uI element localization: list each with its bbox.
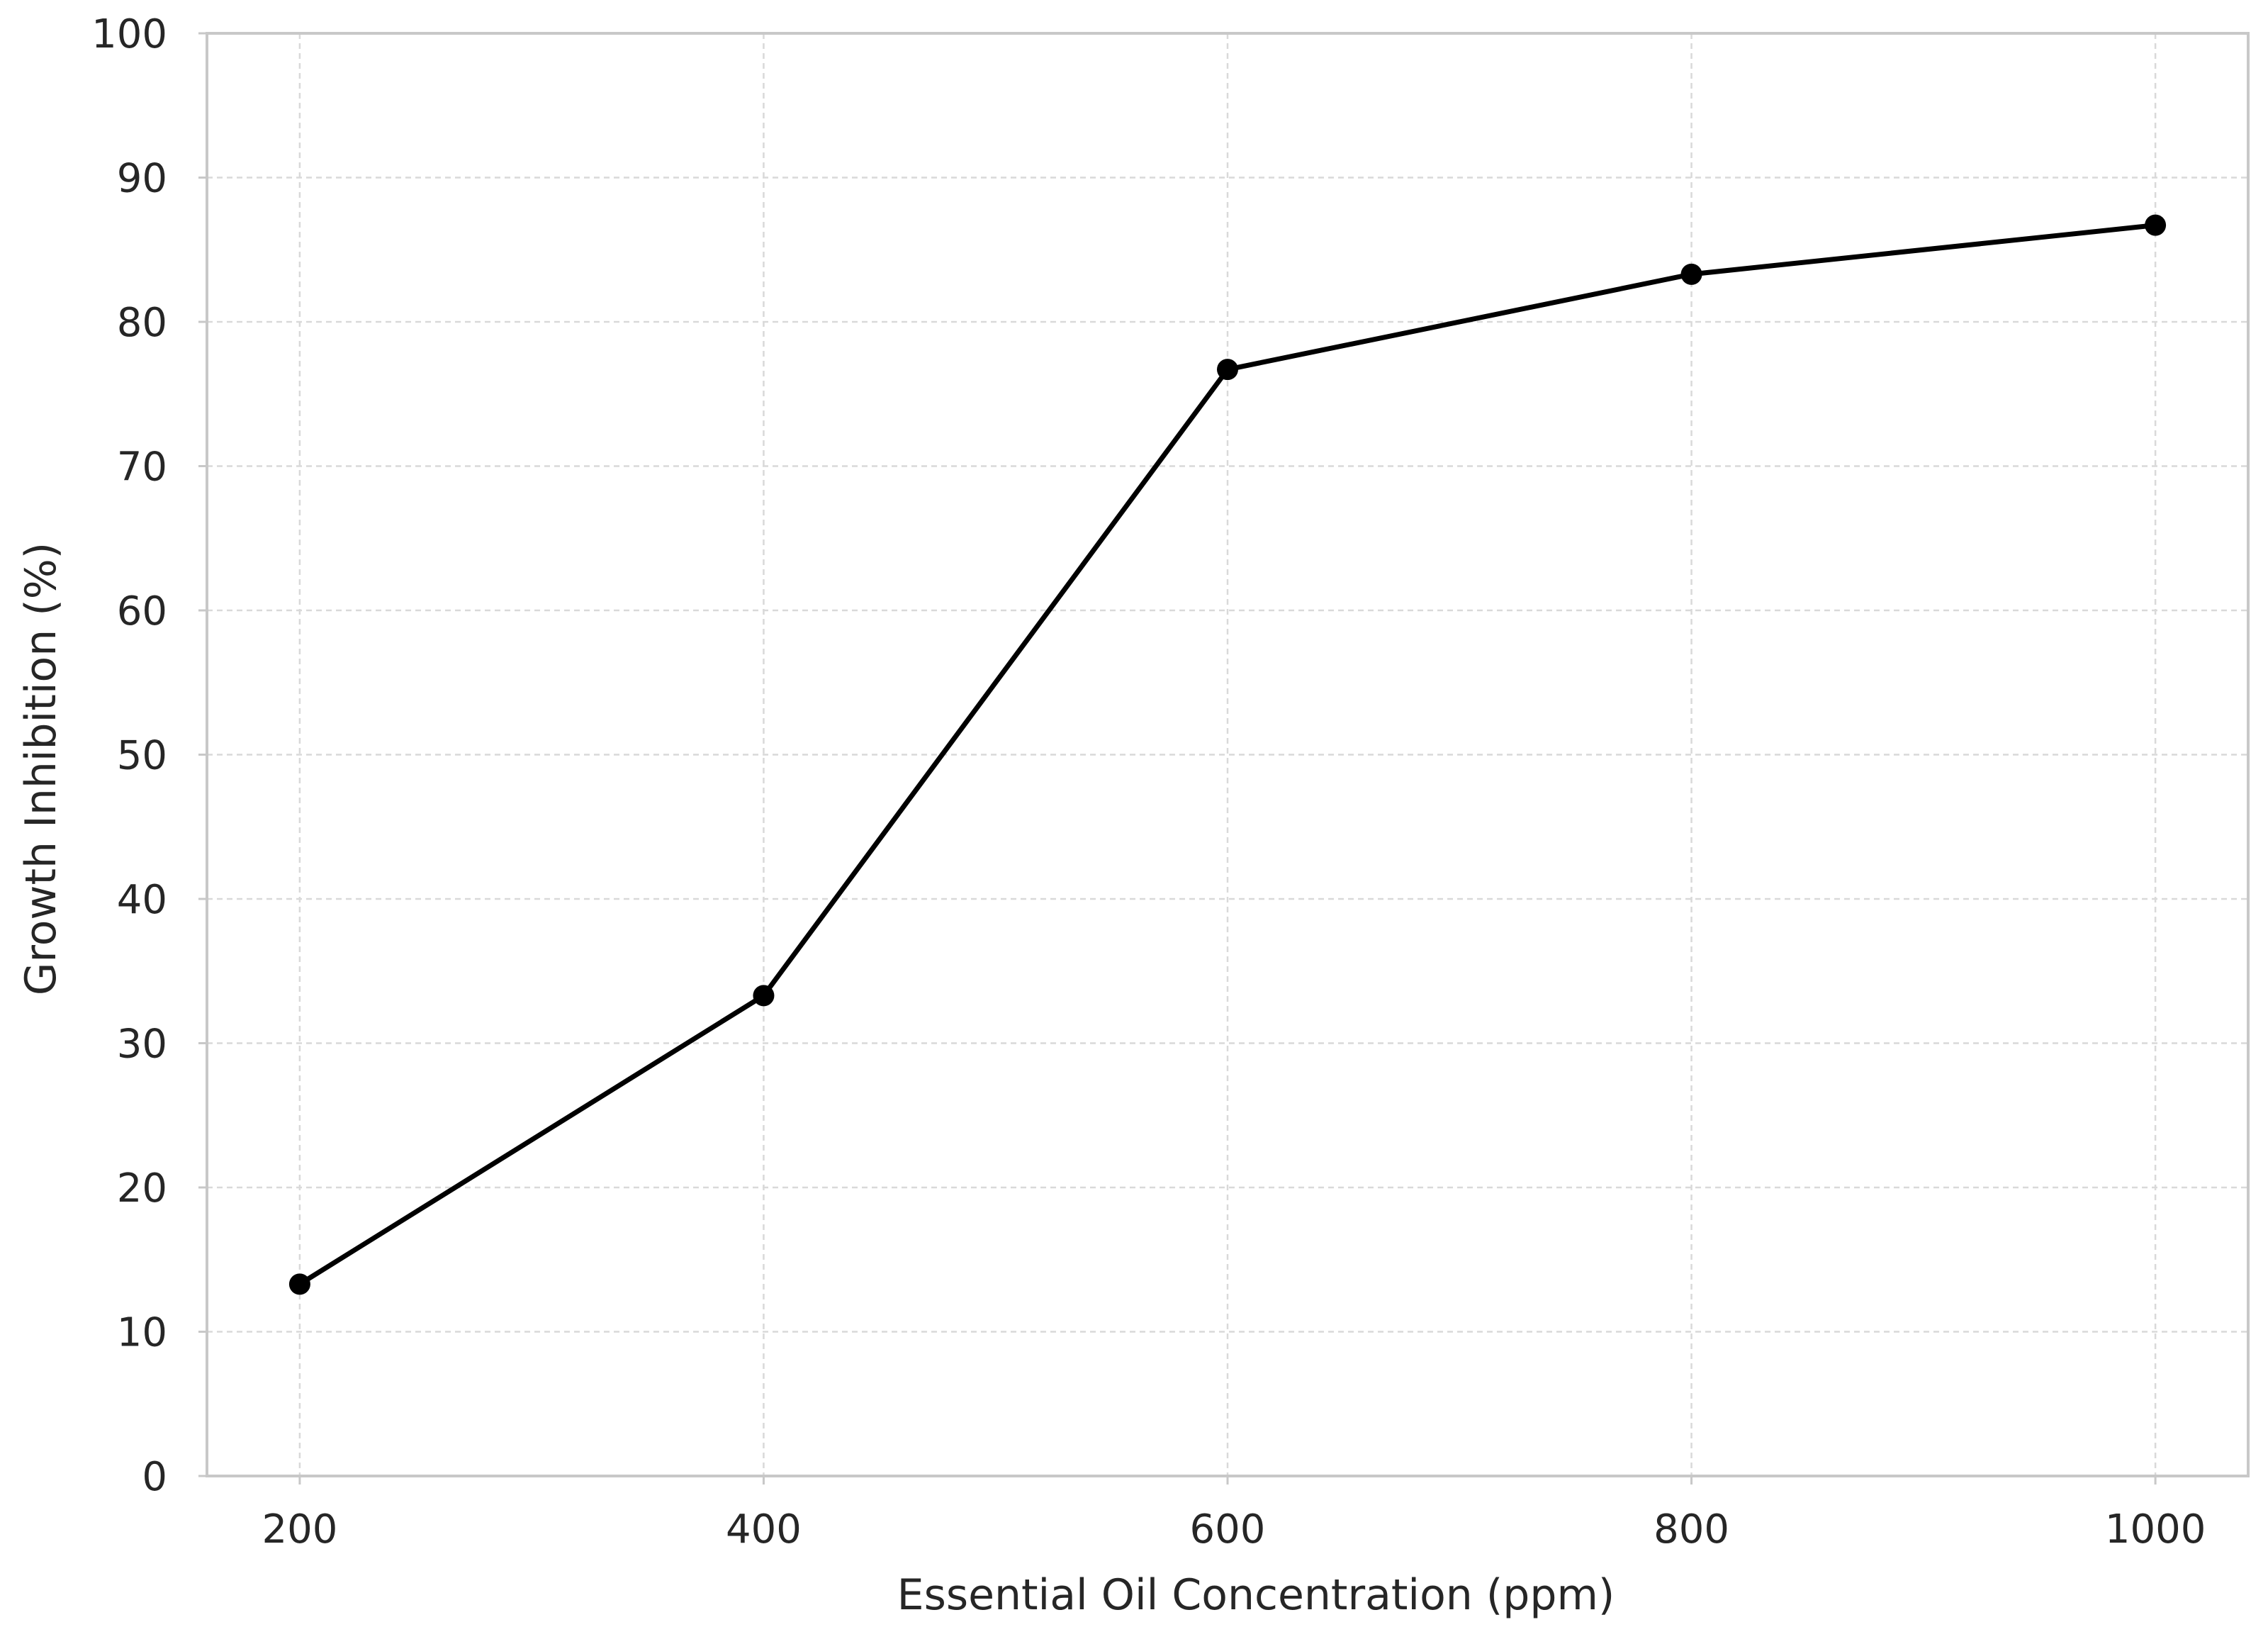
y-tick-label: 40 (117, 877, 167, 923)
x-tick-label: 200 (262, 1506, 337, 1553)
y-tick-label: 70 (117, 445, 167, 491)
x-tick-label: 400 (726, 1506, 802, 1553)
x-tick-label: 800 (1654, 1506, 1729, 1553)
series-layer (288, 214, 2167, 1295)
y-tick-label: 20 (117, 1165, 167, 1212)
y-tick-label: 100 (91, 11, 167, 57)
data-point (2145, 214, 2167, 236)
y-tick-label: 90 (117, 156, 167, 202)
y-axis-ticks: 0 10 20 30 40 50 60 70 80 90 100 (91, 11, 207, 1500)
data-point (1680, 263, 1702, 285)
data-point (288, 1273, 310, 1295)
data-point (1217, 359, 1238, 381)
y-tick-label: 0 (142, 1454, 167, 1500)
y-axis-label: Growth Inhibition (%) (16, 542, 66, 995)
y-tick-label: 30 (117, 1022, 167, 1068)
y-tick-label: 50 (117, 733, 167, 779)
x-axis-ticks: 200 400 600 800 1000 (262, 1476, 2206, 1553)
x-axis-label: Essential Oil Concentration (ppm) (897, 1570, 1615, 1620)
y-tick-label: 80 (117, 300, 167, 346)
x-tick-label: 600 (1190, 1506, 1266, 1553)
y-tick-label: 10 (117, 1310, 167, 1356)
x-tick-label: 1000 (2105, 1506, 2206, 1553)
y-tick-label: 60 (117, 588, 167, 634)
data-point (753, 985, 775, 1007)
